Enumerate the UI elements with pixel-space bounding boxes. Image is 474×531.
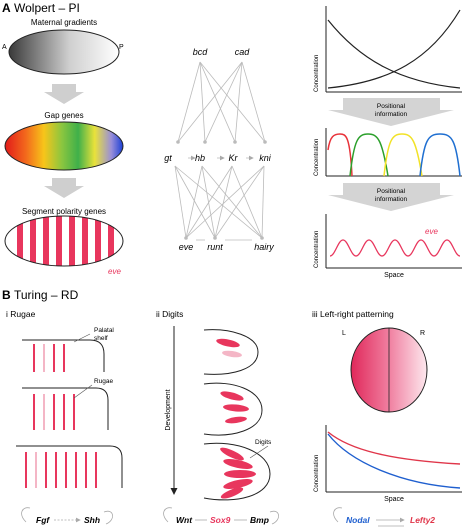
maternal-plot — [325, 6, 462, 93]
bcd-curve — [327, 19, 461, 89]
gap-curve-yellow — [383, 133, 423, 177]
digits-label: Digits — [255, 439, 272, 446]
eve-plot — [325, 214, 462, 269]
gap-genes-title: Gap genes — [44, 111, 83, 120]
gene-network — [174, 61, 266, 241]
nodal-loop — [333, 507, 343, 523]
sox9-label: Sox9 — [210, 515, 231, 525]
eve-curve — [329, 239, 461, 257]
gap-genes-embryo — [4, 121, 124, 171]
shh-label: Shh — [84, 515, 100, 525]
gene-gt: gt — [164, 153, 172, 163]
left-label: L — [342, 330, 346, 337]
panel-b-letter: B — [2, 288, 11, 302]
maternal-gradient-embryo — [8, 29, 120, 75]
right-label: R — [420, 330, 425, 337]
gap-curve-blue — [419, 133, 461, 177]
lr-title: iii Left-right patterning — [312, 309, 394, 319]
plot3-ylabel: Concentration — [314, 231, 320, 268]
palatal-shelf-label-2: shelf — [94, 335, 108, 342]
lr-plot — [325, 425, 462, 493]
positional-info-1b: information — [375, 111, 408, 118]
gene-bcd: bcd — [193, 47, 209, 57]
anterior-label: A — [2, 44, 7, 51]
maternal-gradients-title: Maternal gradients — [31, 18, 97, 27]
panel-a-letter: A — [2, 1, 11, 15]
plot3-eve-label: eve — [425, 227, 438, 236]
plot3-xlabel: Space — [384, 272, 404, 279]
fgf-loop — [21, 507, 31, 523]
network-nodes — [176, 140, 267, 240]
posterior-label: P — [119, 44, 124, 51]
digits-title: ii Digits — [156, 309, 183, 319]
gap-plot — [325, 128, 462, 177]
segment-stripes — [5, 216, 123, 266]
cad-curve — [327, 9, 461, 89]
plot2-ylabel: Concentration — [314, 139, 320, 176]
palatal-shelf-label-1: Palatal — [94, 327, 114, 334]
wnt-label: Wnt — [176, 515, 193, 525]
limb-bud-3 — [203, 442, 271, 501]
limb-bud-1 — [203, 329, 259, 375]
rugae-label: Rugae — [94, 378, 114, 385]
gene-kni: kni — [259, 153, 272, 163]
positional-arrow-1 — [328, 98, 454, 126]
gap-curve-green — [349, 133, 389, 177]
positional-info-1a: Positional — [377, 103, 406, 110]
lr-plot-xlabel: Space — [384, 496, 404, 503]
down-arrow-1 — [44, 84, 84, 104]
lr-plot-ylabel: Concentration — [314, 455, 320, 492]
positional-arrow-2 — [328, 183, 454, 211]
fgf-label: Fgf — [36, 515, 50, 525]
down-arrow-2 — [44, 178, 84, 198]
nodal-curve — [327, 433, 461, 489]
gene-kr: Kr — [229, 153, 239, 163]
bmp-label: Bmp — [250, 515, 269, 525]
lefty2-curve — [327, 431, 461, 465]
nodal-label: Nodal — [346, 515, 370, 525]
gene-hb: hb — [195, 153, 205, 163]
gene-eve: eve — [179, 242, 194, 252]
panel-b-title: Turing – RD — [14, 288, 79, 302]
panel-a-title: Wolpert – PI — [14, 1, 80, 15]
plot1-ylabel: Concentration — [314, 55, 320, 92]
positional-info-2a: Positional — [377, 188, 406, 195]
bmp-loop — [269, 510, 279, 525]
development-label: Development — [165, 389, 172, 430]
shh-loop — [103, 510, 113, 525]
limb-bud-2 — [203, 382, 263, 436]
rugae-title: i Rugae — [6, 309, 36, 319]
gene-cad: cad — [235, 47, 251, 57]
segment-polarity-embryo — [4, 215, 124, 267]
positional-info-2b: information — [375, 196, 408, 203]
wnt-loop — [163, 507, 173, 523]
lefty2-label: Lefty2 — [410, 515, 435, 525]
gene-hairy: hairy — [254, 242, 274, 252]
segment-polarity-title: Segment polarity genes — [22, 207, 106, 216]
eve-embryo-label: eve — [108, 267, 121, 276]
palate-stage-1 — [22, 339, 105, 372]
gene-runt: runt — [207, 242, 223, 252]
palate-stage-2 — [22, 387, 109, 430]
gap-curve-red — [327, 133, 353, 177]
palate-stage-3 — [16, 445, 123, 488]
